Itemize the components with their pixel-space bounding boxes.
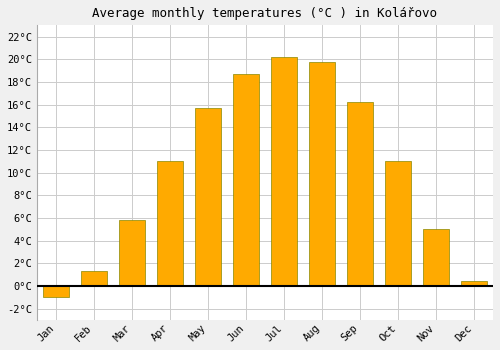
Bar [156,161,183,286]
Bar [42,286,69,297]
Bar [118,220,145,286]
Bar [270,57,297,286]
Bar [232,74,259,286]
Bar [194,108,221,286]
Bar [384,161,411,286]
Bar [308,62,336,286]
Bar [80,271,107,286]
Bar [460,281,487,286]
Bar [346,102,374,286]
Bar [422,229,450,286]
Title: Average monthly temperatures (°C ) in Kolářovo: Average monthly temperatures (°C ) in Ko… [92,7,438,20]
